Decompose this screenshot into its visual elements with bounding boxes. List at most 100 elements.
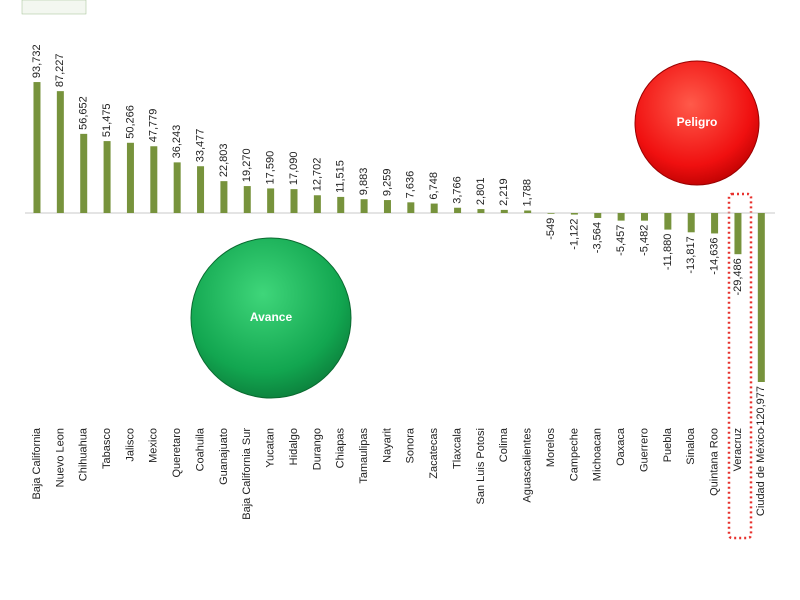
x-tick-label: Sonora <box>405 427 417 463</box>
value-label: 7,636 <box>405 171 417 199</box>
x-tick-label: Zacatecas <box>428 428 440 479</box>
bar <box>337 196 345 213</box>
bar <box>267 188 275 213</box>
bar <box>454 207 462 213</box>
bar <box>173 162 181 213</box>
x-tick-label: Chiapas <box>335 428 347 469</box>
value-label: 2,801 <box>475 178 487 206</box>
value-label: 50,266 <box>124 105 136 139</box>
bar <box>56 91 64 213</box>
value-label: 93,732 <box>31 44 43 78</box>
value-label: -3,564 <box>592 222 604 253</box>
value-label: 51,475 <box>101 103 113 137</box>
x-tick-label: Tlaxcala <box>451 427 463 469</box>
x-tick-label: Hidalgo <box>288 428 300 465</box>
value-label: 2,219 <box>498 178 510 206</box>
bar <box>687 213 695 233</box>
logo <box>21 0 87 15</box>
value-label: 17,090 <box>288 151 300 185</box>
value-label: -120,977 <box>755 386 767 429</box>
value-label: 19,270 <box>241 148 253 182</box>
x-tick-label: Baja California Sur <box>241 428 253 520</box>
x-tick-label: Aguascalientes <box>522 428 534 503</box>
x-tick-label: San Luis Potosi <box>475 428 487 504</box>
x-tick-label: Yucatan <box>265 428 277 468</box>
x-tick-label: Guerrero <box>638 428 650 472</box>
value-label: 22,803 <box>218 143 230 177</box>
bar <box>477 209 485 213</box>
bar <box>383 200 391 213</box>
value-label: 6,748 <box>428 172 440 200</box>
x-tick-label: Durango <box>311 428 323 470</box>
bar <box>594 213 602 218</box>
x-tick-label: Queretaro <box>171 428 183 478</box>
bar <box>617 213 625 221</box>
x-tick-label: Mexico <box>148 428 160 463</box>
value-label: -13,817 <box>685 236 697 273</box>
bar <box>430 203 438 213</box>
x-tick-label: Sinaloa <box>685 427 697 465</box>
value-label: -5,457 <box>615 225 627 256</box>
bar <box>500 209 508 213</box>
peligro-label: Peligro <box>677 115 718 129</box>
x-tick-label: Puebla <box>662 427 674 462</box>
value-label: -14,636 <box>708 237 720 274</box>
x-tick-label: Ciudad de México <box>755 428 767 516</box>
avance-label: Avance <box>250 310 293 324</box>
value-label: 3,766 <box>451 176 463 204</box>
bar <box>290 189 298 213</box>
x-tick-label: Guanajuato <box>218 428 230 485</box>
bar <box>313 195 321 213</box>
x-tick-label: Colima <box>498 427 510 462</box>
value-label: -29,486 <box>732 258 744 295</box>
value-label: 9,883 <box>358 168 370 196</box>
bar <box>150 146 158 213</box>
x-tick-label: Baja California <box>31 427 43 499</box>
bar <box>547 213 555 214</box>
bar <box>407 202 415 213</box>
value-label: 33,477 <box>194 129 206 163</box>
value-label: 87,227 <box>54 53 66 87</box>
x-tick-label: Veracruz <box>732 428 744 471</box>
x-tick-label: Michoacan <box>592 428 604 481</box>
bar <box>524 210 532 213</box>
bar <box>570 213 578 215</box>
value-label: 17,590 <box>265 151 277 185</box>
x-tick-label: Chihuahua <box>78 427 90 481</box>
bar <box>360 199 368 213</box>
value-label: -5,482 <box>638 225 650 256</box>
value-label: 12,702 <box>311 158 323 192</box>
bar <box>126 142 134 213</box>
bar <box>80 133 88 213</box>
value-label: 11,515 <box>335 160 347 193</box>
highlight-box <box>727 192 753 540</box>
x-tick-label: Tabasco <box>101 428 113 469</box>
bar <box>757 213 765 382</box>
value-label: -1,122 <box>568 219 580 250</box>
bar <box>243 186 251 213</box>
bar <box>197 166 205 213</box>
x-tick-label: Tamaulipas <box>358 428 370 484</box>
bar <box>734 213 742 255</box>
value-label: 9,259 <box>381 169 393 197</box>
bar <box>220 181 228 213</box>
bar <box>711 213 719 234</box>
value-label: -11,880 <box>662 234 674 271</box>
peligro-bubble <box>634 60 760 186</box>
value-label: 56,652 <box>78 96 90 130</box>
value-label: 36,243 <box>171 125 183 159</box>
x-tick-label: Nuevo Leon <box>54 428 66 487</box>
x-tick-label: Campeche <box>568 428 580 481</box>
avance-bubble <box>190 237 352 399</box>
bar <box>664 213 672 230</box>
bar <box>33 82 41 213</box>
x-tick-label: Morelos <box>545 428 557 468</box>
x-tick-label: Jalisco <box>124 428 136 462</box>
x-tick-label: Oaxaca <box>615 427 627 466</box>
x-tick-label: Quintana Roo <box>708 428 720 496</box>
value-label: -549 <box>545 218 557 240</box>
value-label: 1,788 <box>522 179 534 207</box>
value-label: 47,779 <box>148 109 160 143</box>
x-tick-label: Coahuila <box>194 427 206 471</box>
